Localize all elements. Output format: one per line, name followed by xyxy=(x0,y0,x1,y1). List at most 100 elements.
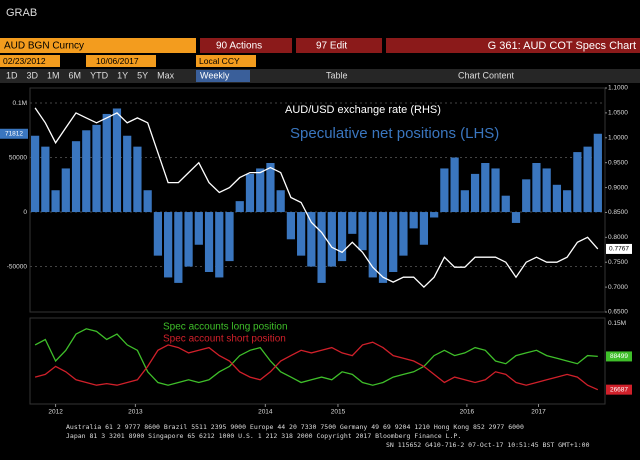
bar xyxy=(368,212,377,278)
bar xyxy=(102,113,111,213)
bar xyxy=(389,212,398,272)
bar xyxy=(430,212,439,218)
y2-tick-label: 0.7000 xyxy=(608,284,628,291)
y-tick-label: 0.15M xyxy=(608,320,626,327)
bar xyxy=(153,212,162,256)
currency[interactable]: Local CCY xyxy=(199,56,240,66)
footer-line: Japan 81 3 3201 8900 Singapore 65 6212 1… xyxy=(66,432,461,440)
bar xyxy=(82,130,91,213)
last-value-label: 88499 xyxy=(610,353,628,360)
table-button[interactable]: Table xyxy=(326,70,348,80)
footer-line: SN 115652 G410-716-2 07-Oct-17 10:51:45 … xyxy=(386,441,590,449)
bar xyxy=(573,152,582,213)
legend-entry: Spec accounts long position xyxy=(163,322,288,333)
ticker[interactable]: AUD BGN Curncy xyxy=(4,41,84,52)
y2-tick-label: 0.7500 xyxy=(608,259,628,266)
y2-tick-label: 1.0000 xyxy=(608,134,628,141)
bar xyxy=(245,173,255,213)
last-value-box xyxy=(606,243,632,254)
bar xyxy=(593,133,602,213)
bar xyxy=(317,212,326,283)
x-tick-label: 2017 xyxy=(531,409,546,416)
legend-entry: Spec account short position xyxy=(163,334,286,345)
x-tick-label: 2014 xyxy=(258,409,273,416)
bar xyxy=(358,212,367,251)
y2-tick-label: 0.8500 xyxy=(608,209,628,216)
y2-tick-label: 0.8000 xyxy=(608,234,628,241)
end-date-box[interactable] xyxy=(86,55,156,67)
range-button[interactable]: 3D xyxy=(27,70,39,80)
last-value-label: 0.7767 xyxy=(609,246,629,253)
x-tick-label: 2016 xyxy=(460,409,475,416)
bar xyxy=(41,146,50,213)
bar xyxy=(61,168,70,213)
bar xyxy=(399,212,408,256)
range-button[interactable]: 1D xyxy=(6,70,18,80)
bar xyxy=(563,190,572,213)
bar xyxy=(409,212,418,229)
bar xyxy=(133,146,142,213)
line xyxy=(34,341,599,391)
footer-line: Australia 61 2 9777 8600 Brazil 5511 239… xyxy=(66,423,524,431)
range-button[interactable]: 1Y xyxy=(117,70,128,80)
bar xyxy=(143,190,152,213)
bar xyxy=(348,212,357,234)
bar xyxy=(470,173,480,213)
start-date[interactable]: 02/23/2012 xyxy=(3,56,46,66)
bar xyxy=(184,212,193,267)
y2-tick-label: 0.9000 xyxy=(608,184,628,191)
bar xyxy=(256,168,265,213)
bar xyxy=(266,162,275,213)
bar xyxy=(337,212,347,262)
range-button[interactable]: 1M xyxy=(47,70,60,80)
edit-button[interactable] xyxy=(296,38,382,53)
bar xyxy=(123,135,132,213)
range-button[interactable]: YTD xyxy=(90,70,109,80)
bar xyxy=(552,184,562,213)
line xyxy=(34,107,599,289)
last-value-box xyxy=(606,384,632,395)
bar xyxy=(297,212,306,256)
y-tick-label: 0 xyxy=(23,209,27,216)
actions-button[interactable] xyxy=(200,38,292,53)
end-date[interactable]: 10/06/2017 xyxy=(96,56,139,66)
bottom-panel xyxy=(29,317,606,405)
line xyxy=(34,328,598,386)
bar xyxy=(522,179,531,213)
frequency[interactable]: Weekly xyxy=(200,70,230,80)
range-button[interactable]: 6M xyxy=(69,70,82,80)
bar xyxy=(71,141,81,213)
currency-box[interactable] xyxy=(196,55,256,67)
bar xyxy=(532,162,541,213)
bar xyxy=(419,212,429,245)
bar xyxy=(174,212,183,283)
chart-content-button[interactable]: Chart Content xyxy=(458,70,515,80)
bar xyxy=(276,190,285,213)
bar xyxy=(194,212,203,245)
start-date-box[interactable] xyxy=(0,55,60,67)
x-tick-label: 2012 xyxy=(48,409,63,416)
actions[interactable]: 90 Actions xyxy=(216,41,262,52)
bar xyxy=(542,168,551,213)
range-button[interactable]: Max xyxy=(157,70,175,80)
legend-entry: Speculative net positions (LHS) xyxy=(290,125,499,142)
y2-tick-label: 1.0500 xyxy=(608,110,628,117)
bar xyxy=(327,212,336,267)
last-value-box xyxy=(0,128,28,139)
bar xyxy=(51,190,60,213)
title-bar xyxy=(386,38,640,53)
ticker-box[interactable] xyxy=(0,38,196,53)
bar xyxy=(378,212,388,283)
bar xyxy=(460,190,469,213)
range-bar xyxy=(0,69,640,83)
range-button[interactable]: 5Y xyxy=(137,70,148,80)
edit[interactable]: 97 Edit xyxy=(316,41,347,52)
y2-tick-label: 0.9500 xyxy=(608,159,628,166)
bar xyxy=(225,212,234,262)
bar xyxy=(286,212,296,240)
last-value-box xyxy=(606,351,632,362)
frequency-box[interactable] xyxy=(196,70,250,82)
y-tick-label: 0.1M xyxy=(13,100,27,107)
y-tick-label: 50000 xyxy=(9,154,27,161)
